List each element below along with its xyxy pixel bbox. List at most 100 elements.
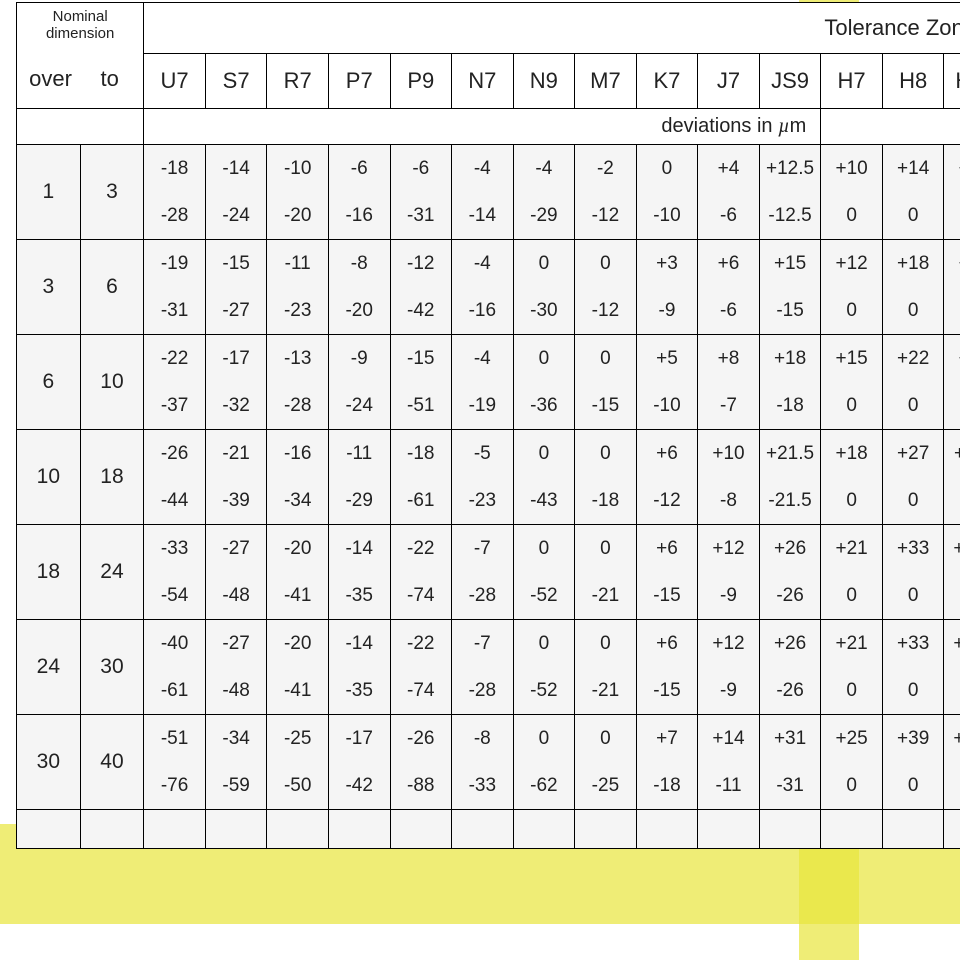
cell-val: 0-10 bbox=[636, 145, 698, 240]
cell-val: +12.5-12.5 bbox=[759, 145, 821, 240]
cell-val: +8-7 bbox=[698, 335, 760, 430]
cell-over: 10 bbox=[17, 430, 81, 525]
zone-m7: M7 bbox=[575, 53, 637, 108]
cell-to: 40 bbox=[80, 715, 144, 810]
table-row: 1018-26-44-21-39-16-34-11-29-18-61-5-230… bbox=[17, 430, 960, 525]
cell-val: -8-20 bbox=[328, 240, 390, 335]
cell-val: +31-31 bbox=[759, 715, 821, 810]
cell-val: 0-21 bbox=[575, 620, 637, 715]
cell-val: -17-32 bbox=[205, 335, 267, 430]
cell-val: +600 bbox=[944, 145, 960, 240]
cell-val: 0-43 bbox=[513, 430, 575, 525]
cell-val: +220 bbox=[882, 335, 944, 430]
cell-to: 30 bbox=[80, 620, 144, 715]
cell-val: -4-14 bbox=[452, 145, 514, 240]
cell-val: +270 bbox=[882, 430, 944, 525]
cell-val: -22-74 bbox=[390, 525, 452, 620]
zone-h7: H7 bbox=[821, 53, 883, 108]
cell-val: -26-88 bbox=[390, 715, 452, 810]
cell-val: -7-28 bbox=[452, 620, 514, 715]
cell-val: +21.5-21.5 bbox=[759, 430, 821, 525]
cell-val: +750 bbox=[944, 240, 960, 335]
cell-val: -12-42 bbox=[390, 240, 452, 335]
cell-val: -19-31 bbox=[144, 240, 206, 335]
cell-to: 18 bbox=[80, 430, 144, 525]
cell-val: 0-52 bbox=[513, 620, 575, 715]
cell-val: -40-61 bbox=[144, 620, 206, 715]
zone-j7: J7 bbox=[698, 53, 760, 108]
cell-to: 24 bbox=[80, 525, 144, 620]
cell-val: -15-51 bbox=[390, 335, 452, 430]
cell-val: -10-20 bbox=[267, 145, 329, 240]
table-header: Nominal dimension over to Tolerance Zone… bbox=[17, 3, 960, 145]
cell-val: 0-36 bbox=[513, 335, 575, 430]
table-row: 13-18-28-14-24-10-20-6-16-6-31-4-14-4-29… bbox=[17, 145, 960, 240]
cell-val: +6-6 bbox=[698, 240, 760, 335]
cell-val: -7-28 bbox=[452, 525, 514, 620]
cell-val: -33-54 bbox=[144, 525, 206, 620]
table-row: 2430-40-61-27-48-20-41-14-35-22-74-7-280… bbox=[17, 620, 960, 715]
zone-js9: JS9 bbox=[759, 53, 821, 108]
cell-val: 0-12 bbox=[575, 240, 637, 335]
cell-to: 3 bbox=[80, 145, 144, 240]
cell-val: -14-24 bbox=[205, 145, 267, 240]
table-row: 36-19-31-15-27-11-23-8-20-12-42-4-160-30… bbox=[17, 240, 960, 335]
cell-over: 3 bbox=[17, 240, 81, 335]
cell-val: +1100 bbox=[944, 430, 960, 525]
cell-val: -9-24 bbox=[328, 335, 390, 430]
cell-over: 24 bbox=[17, 620, 81, 715]
cell-over: 6 bbox=[17, 335, 81, 430]
zone-k7: K7 bbox=[636, 53, 698, 108]
cell-val: -2-12 bbox=[575, 145, 637, 240]
cell-val: 0-30 bbox=[513, 240, 575, 335]
cell-val: +6-15 bbox=[636, 525, 698, 620]
cell-val: -27-48 bbox=[205, 525, 267, 620]
cell-val: 0-52 bbox=[513, 525, 575, 620]
cell-val: +6-12 bbox=[636, 430, 698, 525]
cell-val: +7-18 bbox=[636, 715, 698, 810]
cell-val: -11-29 bbox=[328, 430, 390, 525]
cell-val: -25-50 bbox=[267, 715, 329, 810]
cell-val: +180 bbox=[882, 240, 944, 335]
cell-val: -17-42 bbox=[328, 715, 390, 810]
cell-val: 0-25 bbox=[575, 715, 637, 810]
cell-val: +14-11 bbox=[698, 715, 760, 810]
cell-to: 10 bbox=[80, 335, 144, 430]
cell-val: +4-6 bbox=[698, 145, 760, 240]
cell-val: 0-18 bbox=[575, 430, 637, 525]
cell-val: -20-41 bbox=[267, 525, 329, 620]
cell-val: -22-37 bbox=[144, 335, 206, 430]
cell-val: +180 bbox=[821, 430, 883, 525]
table-body: 13-18-28-14-24-10-20-6-16-6-31-4-14-4-29… bbox=[17, 145, 960, 849]
cell-val: +26-26 bbox=[759, 525, 821, 620]
cell-val: -6-31 bbox=[390, 145, 452, 240]
zone-n9: N9 bbox=[513, 53, 575, 108]
deviations-label: deviations in µm bbox=[144, 109, 821, 145]
zones-row: U7S7R7P7P9N7N9M7K7J7JS9H7H8H11 bbox=[17, 53, 960, 108]
cell-val: +12-9 bbox=[698, 525, 760, 620]
zone-r7: R7 bbox=[267, 53, 329, 108]
cell-val: -14-35 bbox=[328, 620, 390, 715]
zone-h8: H8 bbox=[882, 53, 944, 108]
zone-s7: S7 bbox=[205, 53, 267, 108]
cell-val: -11-23 bbox=[267, 240, 329, 335]
cell-over: 30 bbox=[17, 715, 81, 810]
cell-val: +10-8 bbox=[698, 430, 760, 525]
cell-val: 0-21 bbox=[575, 525, 637, 620]
tolerance-table: Nominal dimension over to Tolerance Zone… bbox=[16, 2, 960, 849]
table-row: 1824-33-54-27-48-20-41-14-35-22-74-7-280… bbox=[17, 525, 960, 620]
cell-val: -21-39 bbox=[205, 430, 267, 525]
table-row: 610-22-37-17-32-13-28-9-24-15-51-4-190-3… bbox=[17, 335, 960, 430]
nominal-label-2: dimension bbox=[46, 25, 114, 42]
col-to: to bbox=[80, 56, 139, 106]
col-over: over bbox=[21, 56, 80, 106]
tolerance-zones-header: Tolerance Zones bbox=[144, 3, 960, 54]
cell-val: -15-27 bbox=[205, 240, 267, 335]
cell-val: +210 bbox=[821, 525, 883, 620]
table-row bbox=[17, 810, 960, 849]
cell-val: -34-59 bbox=[205, 715, 267, 810]
cell-val: -4-29 bbox=[513, 145, 575, 240]
cell-val: -51-76 bbox=[144, 715, 206, 810]
zone-p7: P7 bbox=[328, 53, 390, 108]
cell-val: +210 bbox=[821, 620, 883, 715]
